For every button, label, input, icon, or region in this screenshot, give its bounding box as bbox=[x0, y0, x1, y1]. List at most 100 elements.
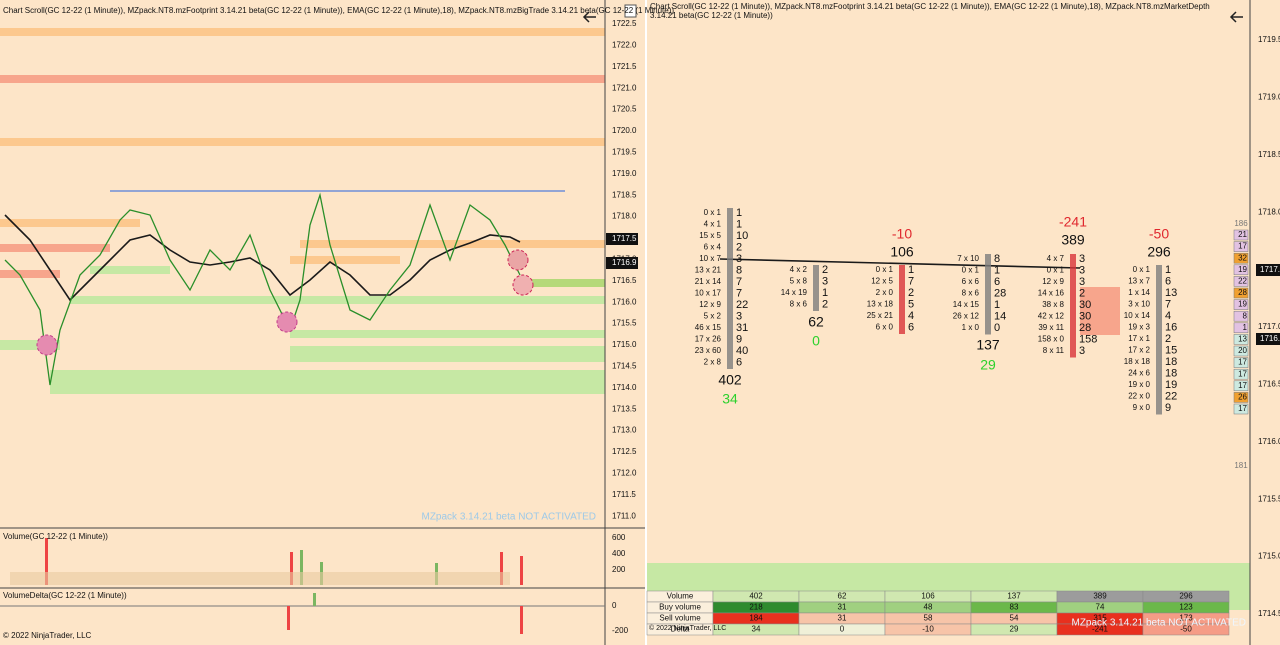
bid-ask: 9 x 0 bbox=[1133, 403, 1151, 412]
price-label: 1718.5 bbox=[1258, 150, 1280, 159]
table-value: 74 bbox=[1096, 603, 1105, 612]
level-volume: 7 bbox=[736, 287, 742, 299]
bid-ask: 1 x 0 bbox=[962, 323, 980, 332]
panel-title: VolumeDelta(GC 12-22 (1 Minute)) bbox=[3, 591, 127, 600]
bid-ask: 8 x 6 bbox=[962, 289, 980, 298]
bid-ask: 6 x 4 bbox=[704, 243, 722, 252]
level-volume: 10 bbox=[736, 230, 748, 242]
table-value: 137 bbox=[1007, 592, 1021, 601]
level-volume: 8 bbox=[736, 264, 742, 276]
depth-value: 19 bbox=[1238, 300, 1247, 309]
level-volume: 2 bbox=[822, 298, 828, 310]
cluster-delta: -241 bbox=[1059, 214, 1087, 230]
bid-ask: 4 x 2 bbox=[790, 265, 808, 274]
level-volume: 1 bbox=[1165, 264, 1171, 276]
table-value: -241 bbox=[1092, 625, 1109, 634]
bid-ask: 25 x 21 bbox=[867, 311, 894, 320]
level-volume: 4 bbox=[1165, 310, 1171, 322]
price-label: 1716.0 bbox=[612, 297, 637, 306]
last-price: 1717. bbox=[1260, 265, 1280, 274]
bid-ask: 19 x 3 bbox=[1128, 323, 1150, 332]
right-panel bbox=[647, 0, 1280, 645]
bid-ask: 4 x 7 bbox=[1047, 254, 1065, 263]
row-label: Sell volume bbox=[659, 614, 701, 623]
back-arrow[interactable] bbox=[1229, 11, 1243, 23]
delta-tick: 0 bbox=[612, 601, 617, 610]
price-label: 1720.5 bbox=[612, 105, 637, 114]
bid-ask: 10 x 17 bbox=[695, 289, 722, 298]
level-volume: 6 bbox=[736, 356, 742, 368]
level-volume: 1 bbox=[994, 264, 1000, 276]
bid-ask: 26 x 12 bbox=[953, 312, 980, 321]
table-value: 402 bbox=[749, 592, 763, 601]
table-value: 29 bbox=[1010, 625, 1019, 634]
cluster-candle bbox=[899, 265, 905, 334]
bid-ask: 17 x 26 bbox=[695, 335, 722, 344]
chart-title: Chart Scroll(GC 12-22 (1 Minute)), MZpac… bbox=[3, 6, 674, 15]
table-value: 83 bbox=[1010, 603, 1019, 612]
depth-cell bbox=[1233, 276, 1249, 287]
price-label: 1719.0 bbox=[612, 169, 637, 178]
bid-ask: 18 x 18 bbox=[1124, 357, 1151, 366]
depth-value: 28 bbox=[1238, 288, 1247, 297]
table-value: 31 bbox=[838, 614, 847, 623]
cluster-candle bbox=[727, 208, 733, 369]
level-volume: 2 bbox=[1079, 287, 1085, 299]
price-label: 1721.0 bbox=[612, 83, 637, 92]
depth-value: 21 bbox=[1238, 230, 1247, 239]
price-label: 1711.5 bbox=[612, 490, 636, 499]
big-trade bbox=[507, 249, 529, 271]
level-volume: 15 bbox=[1165, 344, 1177, 356]
bid-ask: 0 x 1 bbox=[962, 266, 980, 275]
depth-value: 17 bbox=[1238, 381, 1247, 390]
zone bbox=[290, 330, 605, 338]
bid-ask: 6 x 0 bbox=[876, 323, 894, 332]
expand-button[interactable] bbox=[624, 4, 637, 18]
bid-ask: 13 x 18 bbox=[867, 300, 894, 309]
price-label: 1715.0 bbox=[612, 340, 637, 349]
price-label: 1722.0 bbox=[612, 41, 637, 50]
bid-ask: 24 x 6 bbox=[1128, 369, 1150, 378]
level-volume: 2 bbox=[908, 287, 914, 299]
level-volume: 7 bbox=[736, 276, 742, 288]
level-volume: 1 bbox=[736, 218, 742, 230]
table-value: 62 bbox=[838, 592, 847, 601]
volume-tick: 200 bbox=[612, 565, 626, 574]
depth-cell bbox=[1233, 380, 1249, 392]
depth-label: 186 bbox=[1234, 219, 1248, 228]
depth-value: 20 bbox=[1238, 346, 1247, 355]
level-volume: 6 bbox=[908, 321, 914, 333]
level-volume: 1 bbox=[822, 287, 828, 299]
table-value: 48 bbox=[924, 603, 933, 612]
table-cell bbox=[1142, 623, 1230, 636]
bid-ask: 12 x 5 bbox=[871, 277, 893, 286]
volume-base bbox=[10, 572, 510, 585]
bid-ask: 0 x 1 bbox=[704, 208, 722, 217]
level-volume: 22 bbox=[736, 299, 748, 311]
volume-tick: 600 bbox=[612, 533, 626, 542]
bid-ask: 38 x 8 bbox=[1042, 300, 1064, 309]
depth-cell bbox=[1233, 229, 1249, 241]
volume-bar bbox=[290, 552, 293, 585]
price-label: 1712.5 bbox=[612, 447, 637, 456]
level-volume: 18 bbox=[1165, 367, 1177, 379]
cluster-total: 137 bbox=[976, 337, 1000, 353]
bid-ask: 14 x 16 bbox=[1038, 289, 1065, 298]
depth-cell bbox=[1233, 392, 1249, 403]
level-volume: 9 bbox=[736, 333, 742, 345]
level-volume: 30 bbox=[1079, 299, 1091, 311]
back-arrow[interactable] bbox=[582, 11, 596, 23]
volume-bar bbox=[45, 538, 48, 585]
bid-ask: 13 x 21 bbox=[695, 266, 722, 275]
bid-ask: 6 x 6 bbox=[962, 277, 980, 286]
bid-price: 1716.9 bbox=[612, 258, 637, 267]
price-label: 1719.5 bbox=[612, 148, 637, 157]
ema-line bbox=[719, 258, 1081, 269]
table-value: 106 bbox=[921, 592, 935, 601]
level-volume: 5 bbox=[908, 298, 914, 310]
bid-ask: 22 x 0 bbox=[1128, 392, 1150, 401]
cluster-delta: 29 bbox=[980, 357, 996, 373]
depth-cell bbox=[1233, 368, 1249, 380]
cluster-candle bbox=[1156, 265, 1162, 415]
table-value: 296 bbox=[1179, 592, 1193, 601]
